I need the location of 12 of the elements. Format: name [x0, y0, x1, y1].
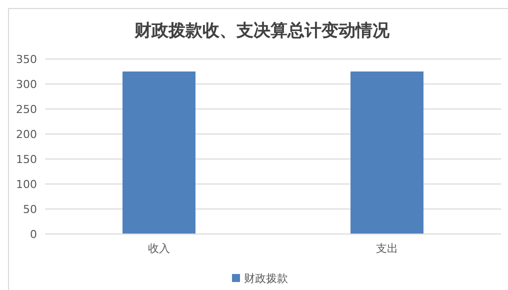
legend-label: 财政拨款	[244, 272, 288, 285]
x-tick-label: 支出	[376, 242, 398, 255]
y-tick-label: 300	[16, 78, 37, 91]
y-tick-label: 150	[16, 152, 37, 166]
y-tick-label: 250	[16, 102, 37, 116]
y-tick-label: 100	[16, 178, 37, 191]
chart-title: 财政拨款收、支决算总计变动情况	[134, 21, 390, 41]
x-tick-label: 收入	[148, 242, 170, 255]
y-tick-label: 200	[16, 128, 37, 141]
y-tick-label: 0	[30, 228, 37, 241]
y-tick-label: 50	[23, 202, 37, 216]
y-tick-label: 350	[16, 52, 37, 66]
